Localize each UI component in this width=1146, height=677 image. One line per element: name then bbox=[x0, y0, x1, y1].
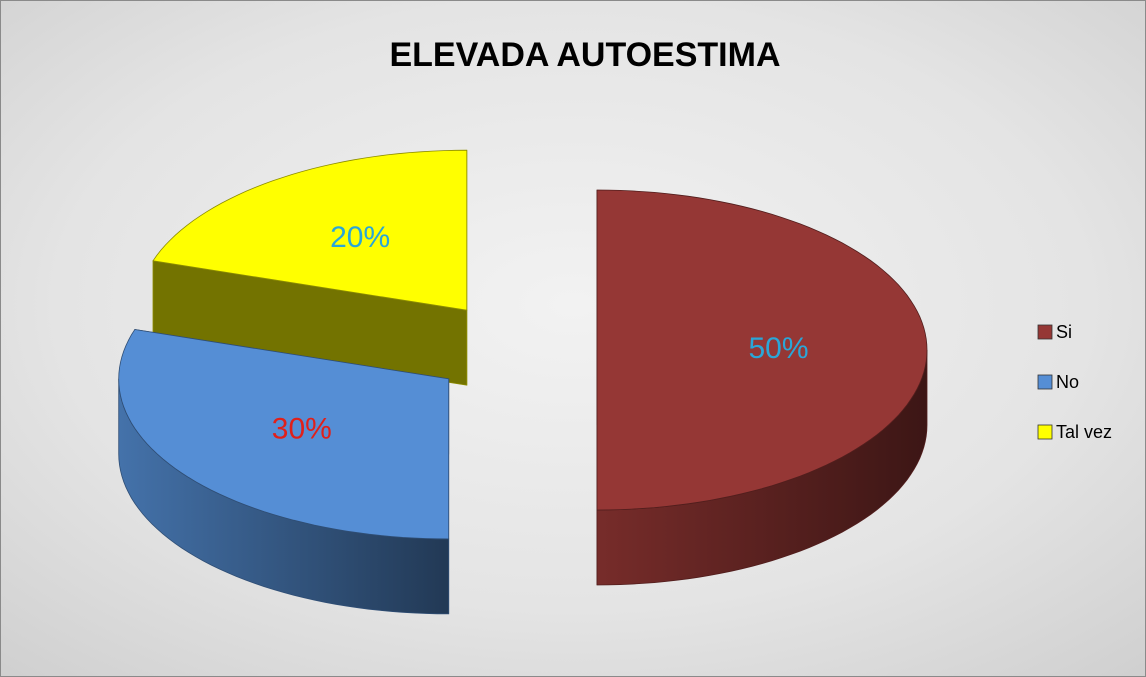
slice bbox=[596, 189, 928, 586]
data-label: 30% bbox=[272, 413, 332, 446]
slice bbox=[152, 149, 468, 386]
slice-top bbox=[596, 189, 928, 511]
legend-label: Si bbox=[1056, 322, 1072, 342]
legend-swatch bbox=[1037, 374, 1053, 390]
legend-label: No bbox=[1056, 372, 1079, 392]
slice-top bbox=[152, 149, 468, 311]
data-label: 20% bbox=[330, 221, 390, 254]
data-label: 50% bbox=[748, 332, 808, 365]
slice bbox=[118, 329, 450, 615]
chart-title: ELEVADA AUTOESTIMA bbox=[389, 36, 780, 74]
slice-top bbox=[118, 329, 450, 540]
legend-label: Tal vez bbox=[1056, 422, 1112, 442]
legend-swatch bbox=[1037, 324, 1053, 340]
legend-swatch bbox=[1037, 424, 1053, 440]
